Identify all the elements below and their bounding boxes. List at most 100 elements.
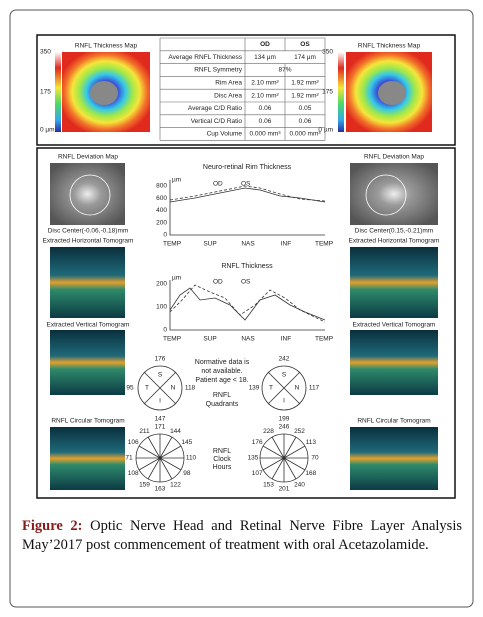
caption-label: Figure 2:: [22, 518, 83, 534]
table-cell: 2.10 mm²: [251, 92, 279, 99]
clock-value: 106: [128, 439, 139, 446]
y-tick-label: 800: [156, 183, 167, 190]
scale-label: 0 µm: [40, 127, 55, 134]
scale-label: 0 µm: [318, 127, 333, 134]
chart-title: RNFL Thickness: [221, 263, 273, 270]
scale-label: 175: [40, 89, 51, 96]
table-label: Rim Area: [215, 80, 242, 87]
unit: µm: [172, 177, 181, 184]
y-tick-label: 0: [163, 232, 167, 239]
table-header: OS: [300, 41, 310, 48]
image-title: RNFL Deviation Map: [58, 154, 118, 161]
heatmaps: [55, 52, 432, 132]
x-tick-label: TEMP: [315, 336, 333, 343]
y-tick-label: 600: [156, 195, 167, 202]
clock-value: 246: [279, 424, 290, 431]
clock-value: 70: [311, 455, 319, 462]
clock-value: 107: [252, 470, 263, 477]
quadrant-value: 199: [279, 416, 290, 423]
scale-label: 350: [40, 49, 51, 56]
quadrant-letter: I: [283, 398, 285, 405]
clock-value: 240: [294, 482, 305, 489]
quadrant-label: Quadrants: [206, 401, 239, 408]
table-cell: 0.06: [299, 118, 312, 125]
quadrant-value: 242: [279, 356, 290, 363]
x-tick-label: TEMP: [163, 336, 181, 343]
clock-label: Hours: [213, 464, 232, 471]
table-header: OD: [260, 41, 270, 48]
y-tick-label: 0: [163, 327, 167, 334]
image-caption: Disc Center(0.15,-0.21)mm: [355, 228, 433, 235]
quadrant-value: 139: [249, 385, 260, 392]
legend: OS: [241, 181, 251, 188]
caption-text: Optic Nerve Head and Retinal Nerve Fibre…: [22, 518, 462, 553]
y-tick-label: 200: [156, 281, 167, 288]
table-label: Average C/D Ratio: [188, 105, 242, 112]
clock-value: 122: [170, 482, 181, 489]
x-tick-label: TEMP: [315, 241, 333, 248]
table-label: RNFL Symmetry: [194, 67, 243, 74]
x-tick-label: NAS: [241, 241, 255, 248]
clock-value: 98: [183, 470, 191, 477]
table-cell: 0.000 mm³: [249, 131, 281, 138]
table-label: Disc Area: [214, 92, 242, 99]
clock-value: 163: [155, 486, 166, 493]
table-cell: 1.92 mm²: [291, 80, 319, 87]
quadrant-letter: T: [269, 385, 273, 392]
caption: Figure 2: Optic Nerve Head and Retinal N…: [22, 517, 462, 555]
legend: OD: [213, 279, 223, 286]
quadrant-value: 117: [309, 385, 320, 392]
quadrant-letter: S: [282, 372, 287, 379]
frame: [9, 9, 474, 608]
clock-value: 252: [294, 428, 305, 435]
quadrant-value: 118: [185, 385, 196, 392]
quadrant-value: 176: [155, 356, 166, 363]
clock-value: 144: [170, 428, 181, 435]
quadrant-letter: N: [171, 385, 176, 392]
clock-value: 71: [125, 455, 133, 462]
clock-value: 201: [279, 486, 290, 493]
clock-value: 110: [186, 455, 197, 462]
note: Normative data is: [195, 359, 250, 366]
note: not available.: [201, 368, 242, 375]
clock-value: 176: [252, 439, 263, 446]
image-title: Extracted Horizontal Tomogram: [349, 238, 440, 245]
table-label: Cup Volume: [207, 131, 243, 138]
image-title: RNFL Circular Tomogram: [357, 418, 430, 425]
x-tick-label: INF: [281, 336, 292, 343]
clock-label: Clock: [213, 456, 231, 463]
y-tick-label: 200: [156, 219, 167, 226]
table-label: Average RNFL Thickness: [168, 54, 242, 61]
clock-value: 171: [155, 424, 166, 431]
map-title: RNFL Thickness Map: [75, 43, 138, 50]
note: Patient age < 18.: [195, 377, 248, 384]
quadrant-value: 147: [155, 416, 166, 423]
chart-frames: [135, 180, 326, 483]
table-cell: 1.92 mm²: [291, 92, 319, 99]
x-tick-label: SUP: [203, 241, 216, 248]
clock-value: 211: [139, 428, 150, 435]
y-tick-label: 400: [156, 207, 167, 214]
legend: OS: [241, 279, 251, 286]
table-cell: 134 µm: [254, 54, 276, 61]
image-title: Extracted Vertical Tomogram: [47, 322, 130, 329]
x-tick-label: SUP: [203, 336, 216, 343]
chart-title: Neuro-retinal Rim Thickness: [203, 164, 292, 171]
quadrant-value: 95: [126, 385, 134, 392]
quadrant-letter: T: [145, 385, 149, 392]
x-tick-label: TEMP: [163, 241, 181, 248]
map-title: RNFL Thickness Map: [358, 43, 421, 50]
x-tick-label: INF: [281, 241, 292, 248]
y-tick-label: 100: [156, 304, 167, 311]
x-tick-label: NAS: [241, 336, 255, 343]
quadrant-letter: N: [295, 385, 300, 392]
quadrant-letter: I: [159, 398, 161, 405]
unit: µm: [172, 275, 181, 282]
quadrant-label: RNFL: [213, 392, 231, 399]
table-cell: 0.06: [259, 118, 272, 125]
image-title: RNFL Circular Tomogram: [51, 418, 124, 425]
image-title: Extracted Vertical Tomogram: [353, 322, 436, 329]
clock-value: 135: [248, 455, 259, 462]
